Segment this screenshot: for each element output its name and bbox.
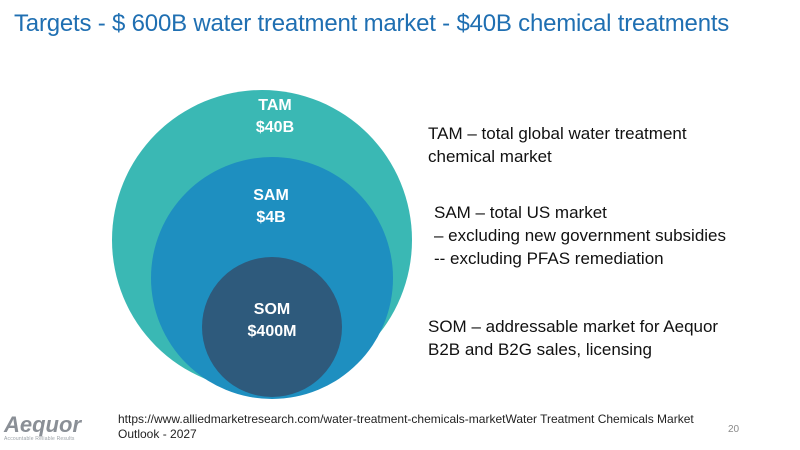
tam-label-value: $40B [255,119,295,136]
som-description-line: B2B and B2G sales, licensing [428,340,652,359]
som-label-value: $400M [247,323,297,340]
som-label: SOM $400M [212,299,332,343]
slide-title: Targets - $ 600B water treatment market … [14,10,730,37]
logo-tagline: Accountable Reliable Results [4,436,75,442]
tam-description: TAM – total global water treatment chemi… [428,122,687,168]
sam-description-line: – excluding new government subsidies [434,226,727,245]
sam-description: SAM – total US market – excluding new go… [434,201,726,270]
sam-label-value: $4B [256,209,286,226]
tam-description-line: chemical market [428,147,552,166]
sam-description-line: -- excluding PFAS remediation [434,249,664,268]
som-label-name: SOM [253,301,291,318]
tam-label-name: TAM [258,97,292,114]
tam-label: TAM $40B [215,95,335,139]
page-number: 20 [728,424,740,435]
tam-description-line: TAM – total global water treatment [428,124,687,143]
sam-description-line: SAM – total US market [434,203,607,222]
source-footnote: https://www.alliedmarketresearch.com/wat… [118,412,694,441]
som-description: SOM – addressable market for Aequor B2B … [428,315,718,361]
aequor-logo: Aequor Accountable Reliable Results [4,414,84,448]
som-circle [202,257,342,397]
som-description-line: SOM – addressable market for Aequor [428,317,719,336]
sam-label: SAM $4B [211,185,331,229]
logo-wordmark: Aequor [4,412,81,437]
sam-label-name: SAM [253,187,289,204]
